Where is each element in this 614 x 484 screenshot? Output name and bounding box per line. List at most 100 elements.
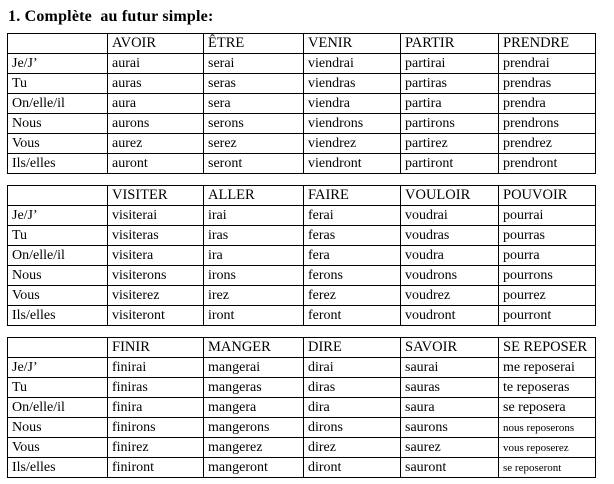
conjugation-cell: visiterai — [107, 205, 204, 226]
conjugation-cell: me reposerai — [498, 357, 596, 378]
conjugation-cell: pourra — [498, 245, 596, 266]
conjugation-cell: visiteront — [107, 305, 204, 326]
table-row: On/elle/il visitera ira fera voudra pourra — [7, 245, 596, 266]
pronoun-cell: Ils/elles — [7, 305, 108, 326]
conjugation-cell: nous reposerons — [498, 417, 596, 438]
pronoun-cell: Je/J’ — [7, 53, 108, 74]
conjugation-cell: diront — [303, 457, 401, 478]
table-row: Nous finirons mangerons dirons saurons nous r… — [7, 417, 596, 438]
pronoun-cell: Vous — [7, 285, 108, 306]
conjugation-cell: iront — [203, 305, 304, 326]
verb-header: SAVOIR — [400, 337, 499, 358]
conjugation-cell: ferai — [303, 205, 401, 226]
conjugation-cell: viendra — [303, 93, 401, 114]
conjugation-cell: seront — [203, 153, 304, 174]
conjugation-cell: visitera — [107, 245, 204, 266]
conjugation-cell: diras — [303, 377, 401, 398]
conjugation-cell: mangerons — [203, 417, 304, 438]
table-row: Ils/elles visiteront iront feront voudront po… — [7, 305, 596, 326]
verb-header: PRENDRE — [498, 33, 596, 54]
conjugation-cell: se reposera — [498, 397, 596, 418]
verb-header: SE REPOSER — [498, 337, 596, 358]
pronoun-cell: Ils/elles — [7, 457, 108, 478]
conjugation-cell: iras — [203, 225, 304, 246]
conjugation-cell: prendront — [498, 153, 596, 174]
conjugation-cell: partirai — [400, 53, 499, 74]
table-row: Tu visiteras iras feras voudras pourras — [7, 225, 596, 246]
verb-header: AVOIR — [107, 33, 204, 54]
conjugation-cell: aurai — [107, 53, 204, 74]
verb-header: VENIR — [303, 33, 401, 54]
pronoun-cell: Tu — [7, 377, 108, 398]
conjugation-cell: irai — [203, 205, 304, 226]
conjugation-cell: partiras — [400, 73, 499, 94]
conjugation-cell: ira — [203, 245, 304, 266]
conjugation-cell: dira — [303, 397, 401, 418]
pronoun-cell: Je/J’ — [7, 205, 108, 226]
conjugation-cell: prendra — [498, 93, 596, 114]
conjugation-table-3: FINIR MANGER DIRE SAVOIR SE REPOSER Je/J’ fini… — [7, 337, 596, 478]
conjugation-cell: sera — [203, 93, 304, 114]
conjugation-cell: feras — [303, 225, 401, 246]
pronoun-cell: Nous — [7, 265, 108, 286]
header-row: FINIR MANGER DIRE SAVOIR SE REPOSER — [7, 337, 596, 358]
conjugation-cell: partirons — [400, 113, 499, 134]
conjugation-cell: voudras — [400, 225, 499, 246]
conjugation-cell: visiterez — [107, 285, 204, 306]
table-row: Ils/elles auront seront viendront partiront p… — [7, 153, 596, 174]
conjugation-cell: pourrez — [498, 285, 596, 306]
table-row: Tu auras seras viendras partiras prendras — [7, 73, 596, 94]
verb-header: FAIRE — [303, 185, 401, 206]
table-row: Ils/elles finiront mangeront diront sauront s… — [7, 457, 596, 478]
conjugation-cell: voudrez — [400, 285, 499, 306]
header-row: VISITER ALLER FAIRE VOULOIR POUVOIR — [7, 185, 596, 206]
conjugation-cell: irez — [203, 285, 304, 306]
verb-header: ÊTRE — [203, 33, 304, 54]
conjugation-cell: serez — [203, 133, 304, 154]
conjugation-cell: mangera — [203, 397, 304, 418]
conjugation-cell: auras — [107, 73, 204, 94]
conjugation-cell: finirons — [107, 417, 204, 438]
pronoun-cell: Je/J’ — [7, 357, 108, 378]
conjugation-cell: mangerai — [203, 357, 304, 378]
conjugation-cell: mangeras — [203, 377, 304, 398]
conjugation-cell: dirons — [303, 417, 401, 438]
conjugation-cell: viendrai — [303, 53, 401, 74]
conjugation-cell: partirez — [400, 133, 499, 154]
conjugation-cell: pourrons — [498, 265, 596, 286]
verb-header: VISITER — [107, 185, 204, 206]
conjugation-cell: viendrons — [303, 113, 401, 134]
exercise-title: 1. Complète au futur simple: — [8, 8, 214, 25]
conjugation-cell: irons — [203, 265, 304, 286]
conjugation-cell: fera — [303, 245, 401, 266]
table-row: On/elle/il finira mangera dira saura se repos… — [7, 397, 596, 418]
conjugation-cell: serai — [203, 53, 304, 74]
pronoun-cell: Tu — [7, 225, 108, 246]
conjugation-cell: auront — [107, 153, 204, 174]
conjugation-cell: feront — [303, 305, 401, 326]
table-row: Nous aurons serons viendrons partirons prendr… — [7, 113, 596, 134]
pronoun-cell: Tu — [7, 73, 108, 94]
verb-header: FINIR — [107, 337, 204, 358]
conjugation-cell: saurai — [400, 357, 499, 378]
table-row: Je/J’ finirai mangerai dirai saurai me repose… — [7, 357, 596, 378]
conjugation-cell: visiteras — [107, 225, 204, 246]
table-row: Nous visiterons irons ferons voudrons pourron… — [7, 265, 596, 286]
table-row: Je/J’ aurai serai viendrai partirai prendrai — [7, 53, 596, 74]
conjugation-cell: prendrai — [498, 53, 596, 74]
conjugation-cell: mangeront — [203, 457, 304, 478]
conjugation-cell: ferons — [303, 265, 401, 286]
conjugation-cell: saura — [400, 397, 499, 418]
table-row: Vous finirez mangerez direz saurez vous repos… — [7, 437, 596, 458]
conjugation-cell: prendras — [498, 73, 596, 94]
conjugation-cell: vous reposerez — [498, 437, 596, 458]
table-row: Je/J’ visiterai irai ferai voudrai pourrai — [7, 205, 596, 226]
conjugation-cell: aurez — [107, 133, 204, 154]
table-row: Tu finiras mangeras diras sauras te reposeras — [7, 377, 596, 398]
conjugation-cell: voudra — [400, 245, 499, 266]
conjugation-cell: te reposeras — [498, 377, 596, 398]
conjugation-cell: ferez — [303, 285, 401, 306]
conjugation-cell: sauras — [400, 377, 499, 398]
pronoun-cell: On/elle/il — [7, 397, 108, 418]
